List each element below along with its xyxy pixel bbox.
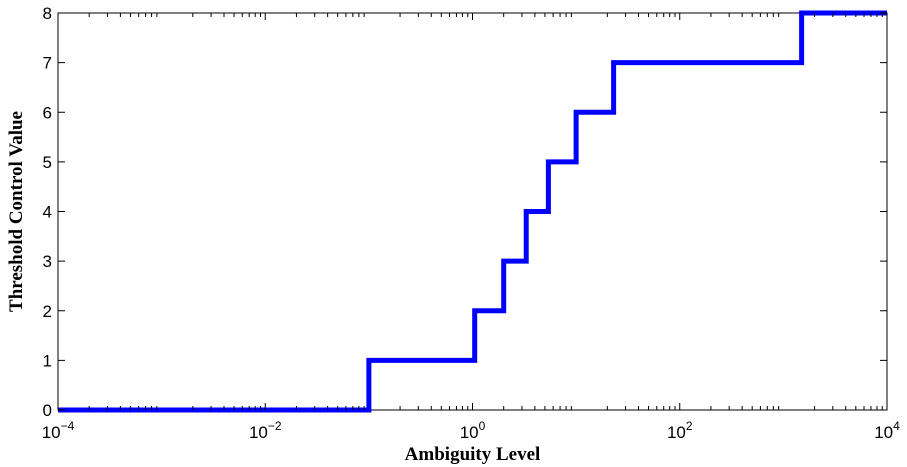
ticks-layer: 0 1 2 3 4 5 6 7 8 10−4 10−2 100 102 104 — [42, 4, 900, 442]
x-axis-title: Ambiguity Level — [405, 444, 541, 465]
y-axis-title: Threshold Control Value — [6, 111, 27, 312]
y-tick-label: 5 — [43, 153, 52, 172]
y-tick-label: 0 — [43, 401, 52, 420]
y-tick-label: 1 — [43, 351, 52, 370]
x-tick-label: 104 — [874, 419, 900, 442]
x-tick-label: 10−2 — [249, 419, 282, 442]
x-tick-label: 102 — [667, 419, 693, 442]
y-tick-label: 3 — [43, 252, 52, 271]
series-line-0 — [58, 10, 887, 413]
series-layer — [58, 10, 887, 413]
y-tick-label: 4 — [43, 203, 52, 222]
x-tick-label: 10−4 — [42, 419, 75, 442]
y-tick-label: 2 — [43, 302, 52, 321]
y-tick-label: 7 — [43, 54, 52, 73]
x-tick-label: 100 — [460, 419, 486, 442]
y-tick-label: 6 — [43, 103, 52, 122]
y-tick-label: 8 — [43, 4, 52, 23]
